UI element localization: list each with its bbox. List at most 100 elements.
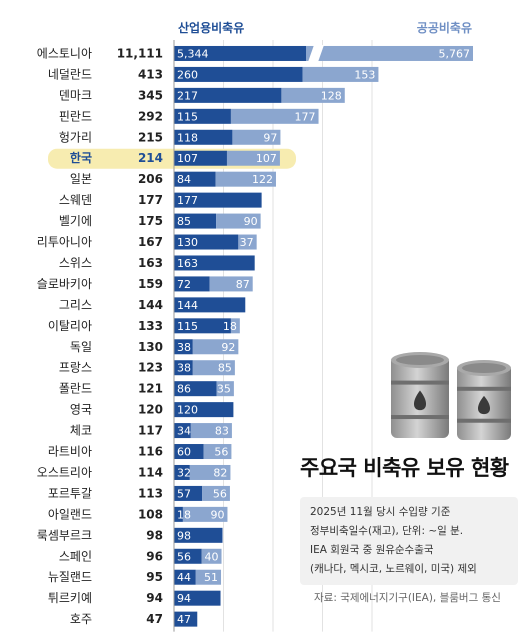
value-label-industrial: 18 — [177, 508, 191, 521]
bar-public — [230, 108, 319, 124]
oil-drop-icon — [477, 395, 491, 415]
value-label-industrial: 38 — [177, 362, 191, 375]
total-value: 113 — [138, 486, 163, 500]
info-line: (캐나다, 멕시코, 노르웨이, 미국) 제외 — [310, 563, 477, 575]
value-label-industrial: 5,344 — [177, 47, 209, 60]
country-label: 호주 — [70, 612, 92, 626]
value-label-public: 56 — [213, 487, 227, 500]
country-label: 폴란드 — [59, 382, 92, 396]
country-label: 스페인 — [59, 549, 92, 563]
value-label-public: 153 — [354, 68, 375, 81]
bar-industrial — [174, 381, 217, 397]
country-label: 덴마크 — [59, 88, 92, 102]
bar-industrial — [174, 569, 196, 585]
country-label: 일본 — [70, 172, 92, 186]
bar-public — [203, 444, 232, 460]
value-label-public: 90 — [210, 508, 224, 521]
bar-public — [216, 381, 234, 397]
value-label-public: 40 — [205, 550, 219, 563]
bar-industrial — [174, 213, 217, 229]
barrel-icon — [391, 352, 449, 438]
value-label-industrial: 144 — [177, 299, 198, 312]
country-label: 한국 — [70, 150, 92, 165]
value-label-industrial: 57 — [177, 487, 191, 500]
bar-public — [202, 485, 230, 501]
value-label-industrial: 260 — [177, 68, 198, 81]
legend-industrial: 산업용비축유 — [178, 20, 244, 35]
total-value: 98 — [146, 528, 163, 542]
total-value: 413 — [138, 67, 163, 81]
value-label-industrial: 56 — [177, 550, 191, 563]
value-label-public: 83 — [215, 425, 229, 438]
bar-public — [195, 569, 222, 585]
bar-industrial — [174, 339, 193, 355]
value-label-industrial: 84 — [177, 173, 191, 186]
value-label-public: 128 — [321, 89, 342, 102]
total-value: 95 — [146, 570, 163, 584]
value-label-industrial: 72 — [177, 278, 191, 291]
value-label-public: 18 — [223, 320, 237, 333]
bar-industrial — [174, 423, 191, 439]
country-label: 스웨덴 — [59, 193, 92, 207]
barrel-icon — [457, 360, 511, 440]
total-value: 167 — [138, 235, 163, 249]
country-label: 이탈리아 — [48, 319, 92, 333]
country-label: 에스토니아 — [37, 46, 92, 60]
bar-public — [281, 87, 345, 103]
value-label-public: 97 — [263, 131, 277, 144]
bar-industrial — [174, 506, 183, 522]
barrel-rib — [457, 386, 511, 391]
bar-public — [232, 129, 281, 145]
value-label-industrial: 177 — [177, 194, 198, 207]
total-value: 345 — [138, 88, 163, 102]
country-label: 뉴질랜드 — [48, 570, 92, 584]
total-value: 130 — [138, 340, 163, 354]
value-label-public: 56 — [214, 446, 228, 459]
info-line: 2025년 11월 당시 수입량 기준 — [310, 506, 451, 518]
value-label-public: 122 — [252, 173, 273, 186]
value-label-industrial: 115 — [177, 320, 198, 333]
country-label: 헝가리 — [59, 130, 92, 144]
country-label: 리투아니아 — [37, 235, 92, 249]
country-label: 영국 — [70, 403, 92, 417]
oil-drop-icon — [413, 390, 427, 411]
bar-industrial — [174, 255, 255, 271]
value-label-industrial: 163 — [177, 257, 198, 270]
value-label-public: 177 — [295, 110, 316, 123]
total-value: 47 — [146, 612, 163, 626]
total-value: 215 — [138, 130, 163, 144]
value-label-industrial: 47 — [177, 613, 191, 626]
value-label-industrial: 217 — [177, 89, 198, 102]
barrel-rib — [391, 415, 449, 420]
country-label: 오스트리아 — [37, 465, 92, 479]
bar-public — [306, 45, 473, 61]
barrel-lid-inner — [396, 355, 444, 365]
total-value: 114 — [138, 465, 163, 479]
barrel-lid-inner — [462, 363, 506, 373]
bar-public — [201, 548, 222, 564]
value-label-industrial: 120 — [177, 404, 198, 417]
value-label-public: 92 — [221, 341, 235, 354]
chart-title: 주요국 비축유 보유 현황 — [300, 456, 509, 480]
info-line: IEA 회원국 중 원유순수출국 — [310, 544, 434, 556]
value-label-public: 90 — [244, 215, 258, 228]
value-label-public: 107 — [256, 152, 277, 165]
total-value: 175 — [138, 214, 163, 228]
bar-industrial — [174, 276, 210, 292]
source-note: 자료: 국제에너지기구(IEA), 블룸버그 통신 — [314, 592, 501, 604]
value-label-industrial: 34 — [177, 425, 191, 438]
country-label: 벨기에 — [59, 214, 92, 228]
bar-industrial — [174, 590, 221, 606]
total-value: 123 — [138, 361, 163, 375]
bar-industrial — [174, 66, 303, 82]
value-label-industrial: 85 — [177, 215, 191, 228]
total-value: 159 — [138, 277, 163, 291]
bar-industrial — [174, 464, 190, 480]
total-value: 120 — [138, 403, 163, 417]
bar-public — [192, 360, 235, 376]
info-line: 정부비축일수(재고), 단위: ~일 분. — [310, 525, 464, 537]
country-label: 핀란드 — [59, 109, 92, 123]
value-label-public: 87 — [236, 278, 250, 291]
barrel-rib — [457, 418, 511, 423]
